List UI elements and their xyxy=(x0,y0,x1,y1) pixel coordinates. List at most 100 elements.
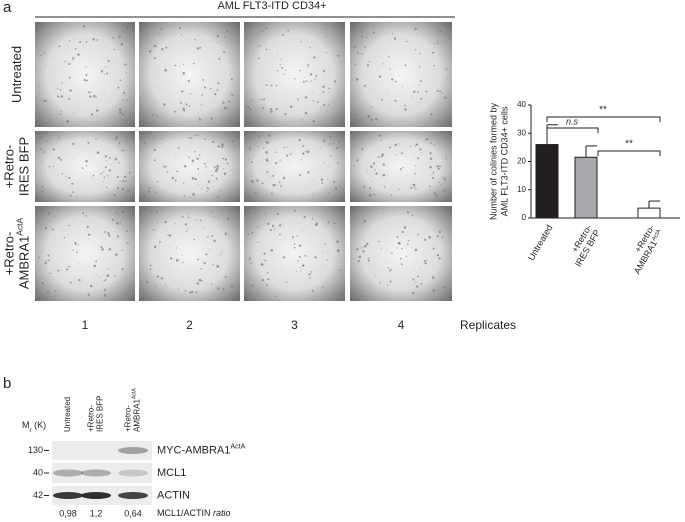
cell-speck xyxy=(189,271,190,272)
cell-speck xyxy=(171,25,173,27)
cell-speck xyxy=(107,60,110,63)
cell-speck xyxy=(386,284,389,286)
cell-speck xyxy=(38,85,40,87)
cell-speck xyxy=(191,159,195,162)
cell-speck xyxy=(197,135,199,137)
cell-speck xyxy=(251,179,254,183)
cell-speck xyxy=(126,136,128,138)
cell-speck xyxy=(74,241,77,245)
cell-speck xyxy=(436,40,439,43)
cell-speck xyxy=(191,163,193,165)
cell-speck xyxy=(379,134,382,137)
cell-speck xyxy=(282,176,285,179)
cell-speck xyxy=(44,227,48,230)
cell-speck xyxy=(247,195,251,198)
cell-speck xyxy=(191,177,194,180)
cell-speck xyxy=(151,137,153,139)
cell-speck xyxy=(433,144,435,146)
cell-speck xyxy=(439,30,442,33)
cell-speck xyxy=(281,66,284,69)
cell-speck xyxy=(256,179,259,182)
cell-speck xyxy=(265,151,268,154)
lane-label-part: +Retro- xyxy=(87,405,96,432)
cell-speck xyxy=(261,30,264,32)
cell-speck xyxy=(213,216,215,218)
cell-speck xyxy=(261,182,264,184)
cell-speck xyxy=(296,235,299,237)
cell-speck xyxy=(59,89,62,91)
cell-speck xyxy=(219,189,222,192)
cell-speck xyxy=(192,178,194,180)
cell-speck xyxy=(378,75,382,78)
cell-speck xyxy=(63,236,66,239)
cell-speck xyxy=(187,47,189,49)
cell-speck xyxy=(161,137,163,140)
bar xyxy=(574,156,598,219)
cell-speck xyxy=(418,66,421,68)
cell-speck xyxy=(186,230,188,232)
ratio-label-part: MCL1/ACTIN xyxy=(157,508,213,518)
cell-speck xyxy=(315,223,318,227)
cell-speck xyxy=(320,178,324,181)
cell-speck xyxy=(122,224,124,226)
cell-speck xyxy=(248,147,251,150)
cell-speck xyxy=(197,184,199,186)
cell-speck xyxy=(405,245,406,247)
cell-speck xyxy=(206,186,209,189)
cell-speck xyxy=(332,227,335,229)
cell-speck xyxy=(247,233,250,236)
cell-speck xyxy=(101,112,103,114)
cell-speck xyxy=(250,171,252,174)
y-tick-label: 0 xyxy=(522,213,527,222)
cell-speck xyxy=(82,212,85,215)
cell-speck xyxy=(181,90,184,93)
cell-speck xyxy=(258,57,260,60)
cell-speck xyxy=(201,187,203,189)
cell-speck xyxy=(183,109,186,112)
cell-speck xyxy=(337,92,339,94)
cell-speck xyxy=(217,215,219,218)
cell-speck xyxy=(309,180,311,182)
cell-speck xyxy=(115,136,119,139)
cell-speck xyxy=(83,78,86,82)
micrograph xyxy=(350,131,452,202)
cell-speck xyxy=(44,262,48,265)
cell-speck xyxy=(321,286,324,288)
cell-speck xyxy=(377,155,380,158)
cell-speck xyxy=(114,275,116,278)
row-label: +Retro- xyxy=(2,145,17,189)
protein-label: ACTIN xyxy=(157,489,190,501)
ratio-label: MCL1/ACTIN ratio xyxy=(157,508,231,518)
cell-speck xyxy=(258,44,261,47)
cell-speck xyxy=(68,176,71,180)
cell-speck xyxy=(424,262,427,265)
cell-speck xyxy=(85,160,88,163)
cell-speck xyxy=(61,82,63,84)
x-tick-label-group: +Retro-AMBRA1ActA xyxy=(632,223,662,276)
cell-speck xyxy=(53,215,56,217)
cell-speck xyxy=(126,189,130,192)
micrograph xyxy=(350,206,452,301)
cell-speck xyxy=(405,255,408,257)
replicate-label: 1 xyxy=(82,318,89,332)
cell-speck xyxy=(144,290,146,292)
cell-speck xyxy=(398,188,400,190)
blot xyxy=(52,463,152,483)
cell-speck xyxy=(325,51,327,54)
cell-speck xyxy=(106,274,110,277)
row-label-group: +Retro- IRES BFP xyxy=(2,137,32,196)
cell-speck xyxy=(280,58,282,61)
cell-speck xyxy=(372,31,375,34)
cell-speck xyxy=(118,35,121,38)
cell-speck xyxy=(338,185,341,187)
cell-speck xyxy=(297,100,299,102)
cell-speck xyxy=(282,256,286,259)
cell-speck xyxy=(153,86,155,88)
ratio: 0,98 xyxy=(59,508,77,518)
cell-speck xyxy=(251,231,254,234)
cell-speck xyxy=(250,161,253,164)
cell-speck xyxy=(433,64,435,67)
cell-speck xyxy=(82,25,86,28)
cell-speck xyxy=(234,32,237,35)
cell-speck xyxy=(438,257,441,260)
